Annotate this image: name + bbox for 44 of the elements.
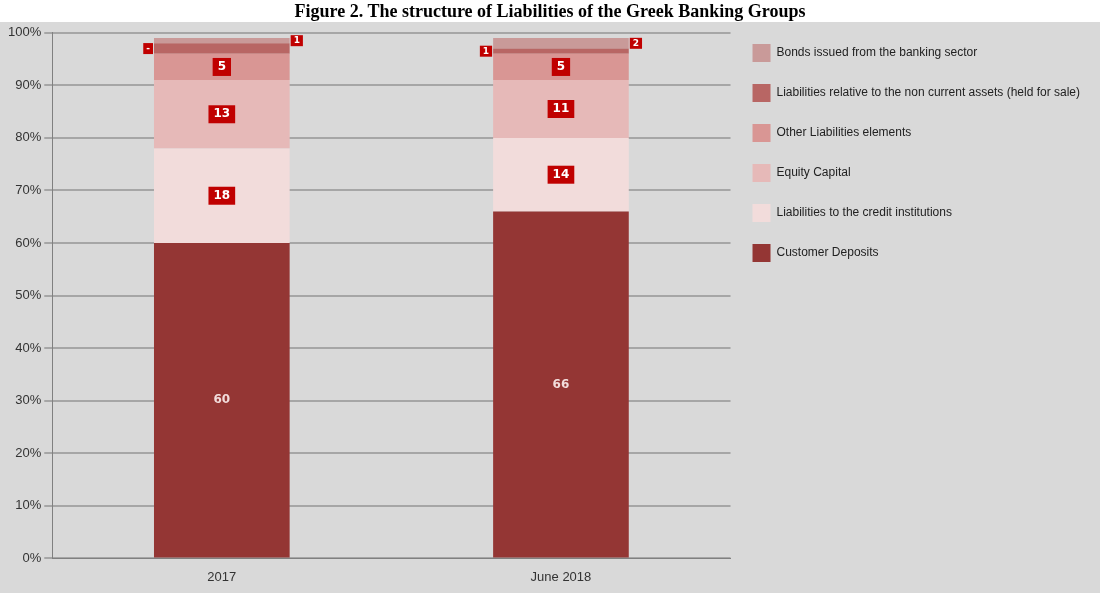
y-tick-label: 0% bbox=[22, 549, 42, 565]
bar bbox=[153, 53, 290, 81]
legend-label: Customer Deposits bbox=[776, 245, 879, 260]
legend-label: Other Liabilities elements bbox=[776, 125, 912, 140]
data-label: - bbox=[146, 42, 151, 53]
legend-label: Liabilities relative to the non current assets (held for sale) bbox=[776, 85, 1081, 100]
y-tick-label: 70% bbox=[15, 182, 42, 198]
bar bbox=[153, 43, 290, 54]
data-label: 14 bbox=[552, 166, 570, 181]
bar bbox=[493, 48, 629, 54]
x-tick-label: 2017 bbox=[207, 568, 237, 584]
bar bbox=[153, 80, 290, 149]
legend-label: Liabilities to the credit institutions bbox=[776, 205, 952, 220]
legend-label: Equity Capital bbox=[776, 165, 851, 180]
data-label: 60 bbox=[213, 392, 231, 407]
bar bbox=[493, 211, 629, 558]
y-tick-label: 10% bbox=[15, 497, 42, 513]
x-tick-label: June 2018 bbox=[530, 568, 592, 584]
y-tick-label: 50% bbox=[15, 287, 42, 303]
y-tick-label: 20% bbox=[15, 444, 42, 460]
bar bbox=[153, 148, 290, 244]
data-label: 1 bbox=[482, 45, 490, 56]
legend-label: Bonds issued from the banking sector bbox=[776, 45, 978, 60]
chart-title: Figure 2. The structure of Liabilities of the Greek Banking Groups bbox=[293, 0, 807, 22]
y-tick-label: 80% bbox=[15, 129, 42, 145]
y-tick-label: 30% bbox=[15, 392, 42, 408]
bar bbox=[493, 53, 629, 81]
data-label: 1 bbox=[293, 35, 300, 46]
data-label: 2 bbox=[632, 37, 640, 48]
bar bbox=[493, 80, 629, 138]
bar bbox=[493, 137, 629, 212]
y-tick-label: 90% bbox=[15, 76, 42, 92]
y-tick-label: 40% bbox=[15, 339, 42, 355]
data-label: 66 bbox=[552, 376, 570, 391]
bar bbox=[153, 38, 290, 44]
bar bbox=[493, 38, 629, 49]
data-label: 5 bbox=[556, 59, 566, 74]
y-tick-label: 60% bbox=[15, 234, 42, 250]
data-label: 5 bbox=[217, 59, 226, 74]
data-label: 18 bbox=[213, 187, 231, 202]
data-label: 11 bbox=[552, 101, 570, 116]
data-label: 13 bbox=[213, 106, 231, 121]
bar bbox=[153, 243, 290, 558]
y-tick-label: 100% bbox=[8, 24, 42, 40]
